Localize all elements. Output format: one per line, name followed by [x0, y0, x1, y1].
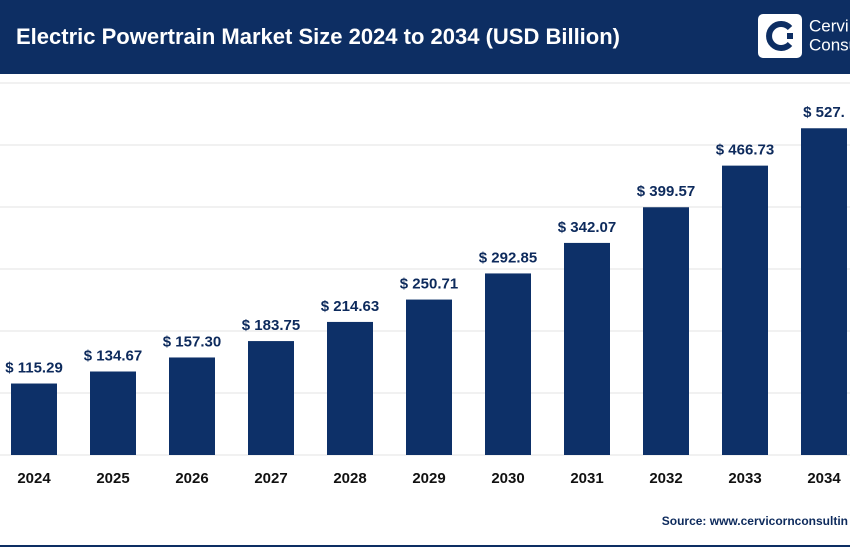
x-tick-label: 2029: [412, 470, 445, 487]
value-label: $ 399.57: [637, 183, 695, 200]
chart-title: Electric Powertrain Market Size 2024 to …: [16, 24, 620, 49]
x-tick-label: 2033: [728, 470, 761, 487]
bar: [643, 207, 689, 455]
bar: [485, 273, 531, 455]
logo-text: Cervi: [809, 16, 849, 35]
x-tick-label: 2024: [17, 470, 51, 487]
bar: [11, 383, 57, 455]
bar: [90, 371, 136, 455]
value-label: $ 527.: [803, 104, 845, 121]
logo-icon: [758, 14, 802, 58]
value-label: $ 115.29: [5, 359, 63, 376]
value-label: $ 134.67: [84, 347, 142, 364]
value-label: $ 466.73: [716, 142, 774, 159]
value-label: $ 183.75: [242, 317, 300, 334]
logo-mark: [766, 21, 793, 51]
source: Source: www.cervicornconsultin: [662, 514, 848, 528]
x-tick-label: 2028: [333, 470, 366, 487]
bar: [169, 357, 215, 455]
bar: [327, 321, 373, 455]
value-label: $ 250.71: [400, 276, 458, 293]
bar: [406, 299, 452, 455]
value-label: $ 214.63: [321, 298, 379, 315]
x-tick-label: 2031: [570, 470, 603, 487]
value-label: $ 157.30: [163, 333, 221, 350]
x-tick-label: 2027: [254, 470, 287, 487]
bar: [722, 165, 768, 456]
logo-dot: [787, 33, 793, 39]
x-tick-label: 2032: [649, 470, 682, 487]
value-label: $ 292.85: [479, 249, 537, 266]
x-tick-label: 2026: [175, 470, 208, 487]
header-bar: [0, 0, 850, 74]
logo: Cervi Consu: [758, 14, 850, 58]
bar: [248, 341, 294, 455]
x-tick-label: 2030: [491, 470, 524, 487]
value-label: $ 342.07: [558, 219, 616, 236]
bar: [564, 242, 610, 455]
x-tick-label: 2025: [96, 470, 129, 487]
logo-text: Consu: [809, 35, 850, 54]
bar: [801, 128, 847, 455]
x-tick-label: 2034: [807, 470, 841, 487]
